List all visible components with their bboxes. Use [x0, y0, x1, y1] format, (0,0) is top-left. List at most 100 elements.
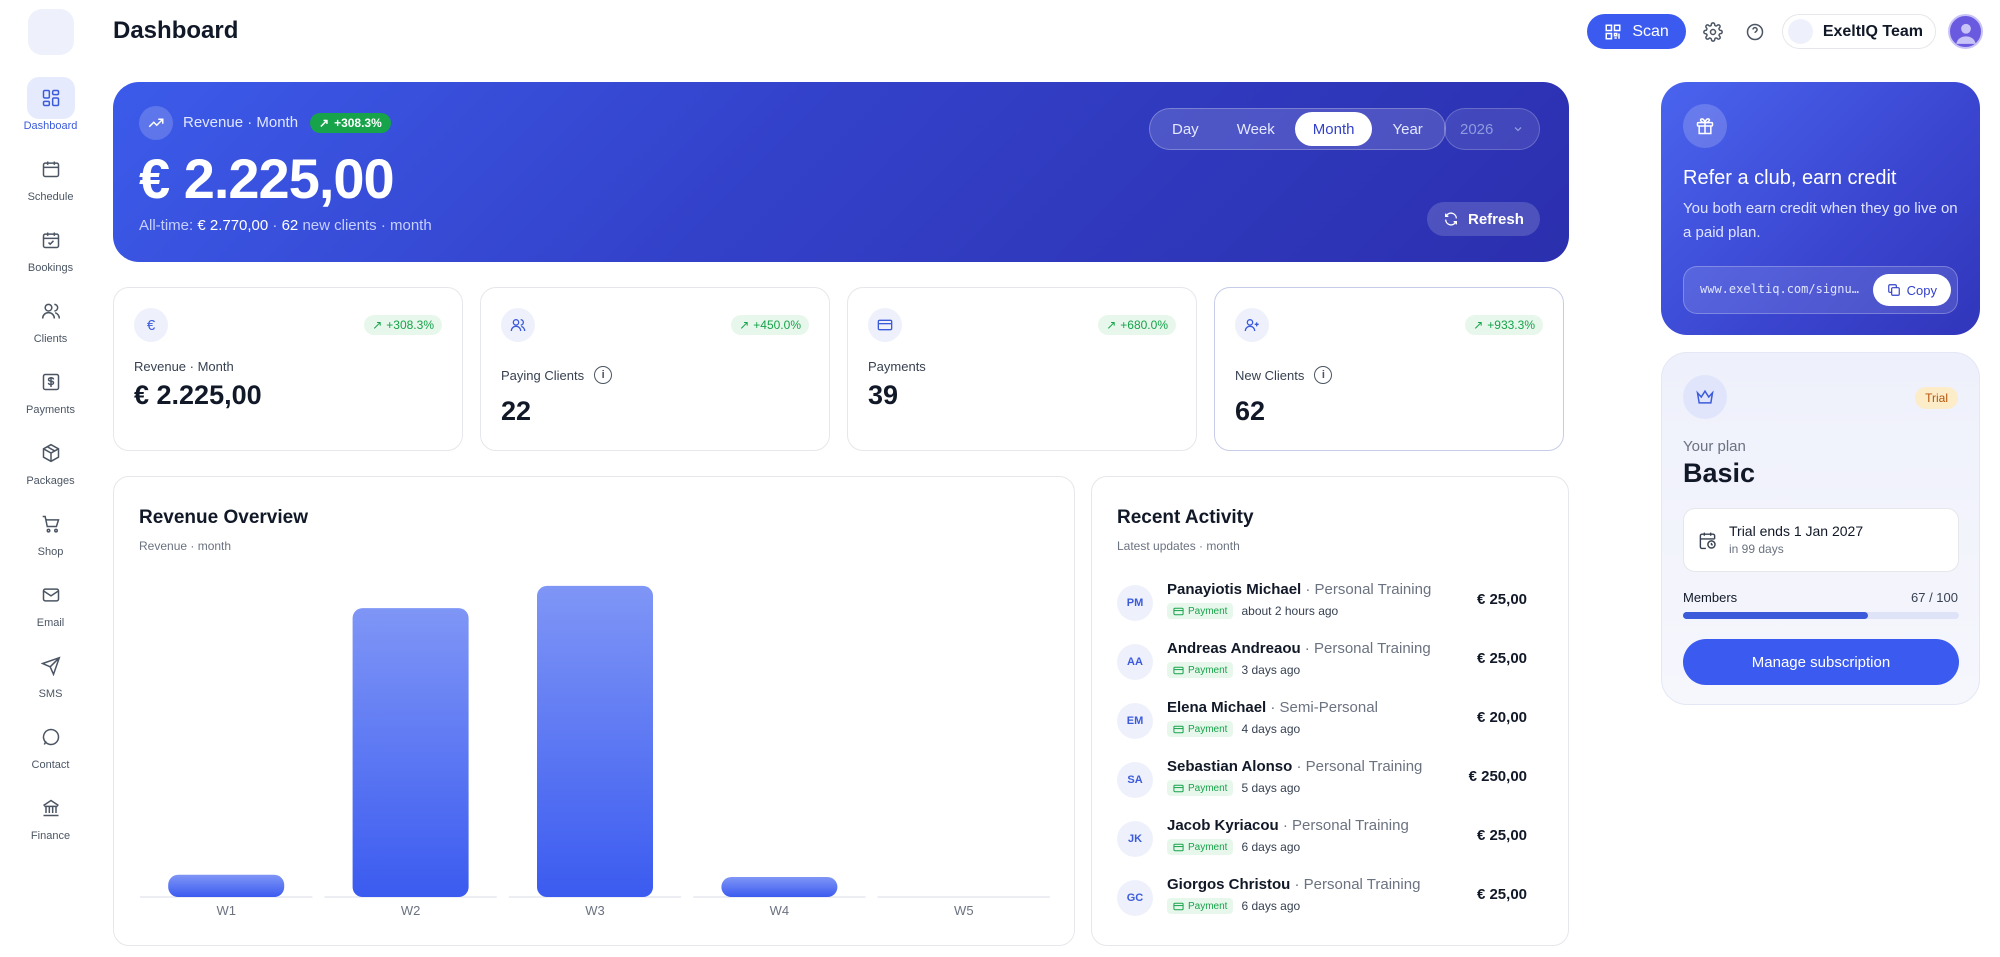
overview-title: Revenue Overview — [139, 507, 308, 528]
activity-title: Jacob Kyriacou · Personal Training — [1167, 817, 1409, 834]
sidebar-item-clients[interactable]: Clients — [0, 290, 101, 361]
arrow-up-right-icon: ↗ — [739, 318, 750, 332]
activity-amount: € 250,00 — [1468, 768, 1527, 785]
list-item[interactable]: PM Panayiotis Michael · Personal Training… — [1117, 581, 1547, 631]
referral-link-field[interactable]: www.exeltiq.com/signup?ref=exeltiq Copy — [1683, 266, 1958, 314]
activity-title: Panayiotis Michael · Personal Training — [1167, 581, 1431, 598]
stat-label: Paying Clients i — [501, 366, 613, 384]
payment-tag-label: Payment — [1188, 782, 1228, 794]
members-label: Members — [1683, 590, 1738, 605]
stat-badge-text: +680.0% — [1120, 318, 1168, 332]
avatar: AA — [1117, 644, 1153, 680]
tab-year[interactable]: Year — [1392, 120, 1423, 138]
stat-label: Payments — [868, 359, 926, 374]
stat-card-new-clients[interactable]: ↗ +933.3% New Clients i 62 — [1214, 287, 1564, 451]
bank-icon — [27, 787, 75, 829]
users-icon — [27, 290, 75, 332]
activity-meta: Payment 5 days ago — [1167, 780, 1300, 796]
year-value: 2026 — [1460, 120, 1494, 138]
sidebar-item-payments[interactable]: Payments — [0, 361, 101, 432]
stat-value: 39 — [868, 380, 899, 410]
list-item[interactable]: GC Giorgos Christou · Personal Training Pa… — [1117, 876, 1547, 926]
arrow-up-right-icon: ↗ — [319, 116, 330, 130]
sidebar-item-schedule[interactable]: Schedule — [0, 148, 101, 219]
topbar-actions: Scan ExeltIQ Team — [1587, 14, 1983, 49]
sidebar-item-contact[interactable]: Contact — [0, 716, 101, 787]
stat-card-revenue[interactable]: € ↗ +308.3% Revenue · Month € 2.225,00 — [113, 287, 463, 451]
sidebar-item-sms[interactable]: SMS — [0, 645, 101, 716]
sidebar-item-dashboard[interactable]: Dashboard — [0, 77, 101, 148]
chart-bar-w4[interactable] — [721, 877, 838, 897]
sidebar: Dashboard Schedule Bookings Clients — [0, 0, 101, 957]
recent-activity-card: Recent Activity Latest updates · month P… — [1091, 476, 1569, 946]
chart-tick-label: W4 — [770, 903, 790, 918]
activity-type: · Personal Training — [1292, 758, 1423, 775]
stat-label-text: Payments — [868, 359, 926, 374]
calendar-clock-icon — [1699, 532, 1716, 550]
avatar: EM — [1117, 703, 1153, 739]
payment-tag-label: Payment — [1188, 605, 1228, 617]
stat-card-paying-clients[interactable]: ↗ +450.0% Paying Clients i 22 — [480, 287, 830, 451]
crown-icon — [1683, 375, 1727, 419]
chart-bar-w1[interactable] — [168, 874, 285, 897]
help-icon — [1746, 23, 1764, 40]
list-item[interactable]: JK Jacob Kyriacou · Personal Training Paym… — [1117, 817, 1547, 867]
copy-button[interactable]: Copy — [1872, 274, 1951, 306]
list-item[interactable]: AA Andreas Andreaou · Personal Training Pa… — [1117, 640, 1547, 690]
sidebar-item-bookings[interactable]: Bookings — [0, 219, 101, 290]
card-icon — [1173, 784, 1184, 792]
settings-button[interactable] — [1698, 17, 1728, 47]
sidebar-item-email[interactable]: Email — [0, 574, 101, 645]
stat-growth-badge: ↗ +450.0% — [731, 315, 809, 335]
calendar-check-icon — [27, 219, 75, 261]
stat-growth-badge: ↗ +308.3% — [364, 315, 442, 335]
activity-meta: Payment 4 days ago — [1167, 721, 1300, 737]
activity-time: 5 days ago — [1241, 781, 1301, 795]
year-select[interactable]: 2026 — [1444, 108, 1540, 150]
activity-title: Giorgos Christou · Personal Training — [1167, 876, 1420, 893]
plan-name: Basic — [1683, 458, 1756, 488]
sidebar-item-label: SMS — [38, 688, 63, 700]
info-icon[interactable]: i — [1314, 366, 1333, 384]
stat-card-payments[interactable]: ↗ +680.0% Payments 39 — [847, 287, 1197, 451]
tab-month[interactable]: Month — [1294, 112, 1373, 146]
scan-button[interactable]: Scan — [1587, 14, 1686, 49]
avatar[interactable] — [1948, 14, 1983, 49]
activity-type: · Personal Training — [1290, 876, 1421, 893]
copy-label: Copy — [1906, 282, 1937, 298]
refresh-button[interactable]: Refresh — [1427, 202, 1540, 236]
help-button[interactable] — [1740, 17, 1770, 47]
arrow-up-right-icon: ↗ — [1106, 318, 1117, 332]
payment-tag-label: Payment — [1188, 900, 1228, 912]
list-item[interactable]: EM Elena Michael · Semi-Personal Payment 4 … — [1117, 699, 1547, 749]
sidebar-item-packages[interactable]: Packages — [0, 432, 101, 503]
stat-label-text: Paying Clients — [501, 367, 585, 383]
stat-value: 62 — [1235, 396, 1266, 426]
sidebar-item-label: Schedule — [27, 191, 74, 203]
activity-meta: Payment 6 days ago — [1167, 839, 1300, 855]
chart-bar-w3[interactable] — [537, 585, 653, 897]
app-logo[interactable] — [28, 9, 74, 55]
stat-label: New Clients i — [1235, 366, 1333, 384]
trial-title: Trial ends 1 Jan 2027 — [1729, 523, 1864, 539]
manage-subscription-button[interactable]: Manage subscription — [1683, 639, 1959, 685]
sidebar-item-finance[interactable]: Finance — [0, 787, 101, 858]
plan-label: Your plan — [1683, 438, 1746, 455]
payment-tag: Payment — [1167, 662, 1234, 678]
team-switcher[interactable]: ExeltIQ Team — [1781, 14, 1936, 49]
sidebar-item-label: Email — [36, 617, 65, 629]
list-item[interactable]: SA Sebastian Alonso · Personal Training Pa… — [1117, 758, 1547, 808]
sidebar-item-shop[interactable]: Shop — [0, 503, 101, 574]
info-icon[interactable]: i — [594, 366, 613, 384]
alltime-prefix: All-time: — [139, 217, 198, 234]
hero-label: Revenue · Month — [183, 114, 299, 131]
tab-day[interactable]: Day — [1172, 120, 1199, 138]
payment-tag: Payment — [1167, 603, 1234, 619]
sidebar-nav: Dashboard Schedule Bookings Clients — [0, 77, 101, 858]
card-icon — [868, 308, 902, 342]
tab-week[interactable]: Week — [1236, 120, 1275, 138]
activity-time: about 2 hours ago — [1241, 604, 1339, 618]
trial-subtitle: in 99 days — [1729, 542, 1784, 556]
chart-bar-w2[interactable] — [352, 608, 469, 897]
chart-tick-label: W1 — [216, 903, 236, 918]
